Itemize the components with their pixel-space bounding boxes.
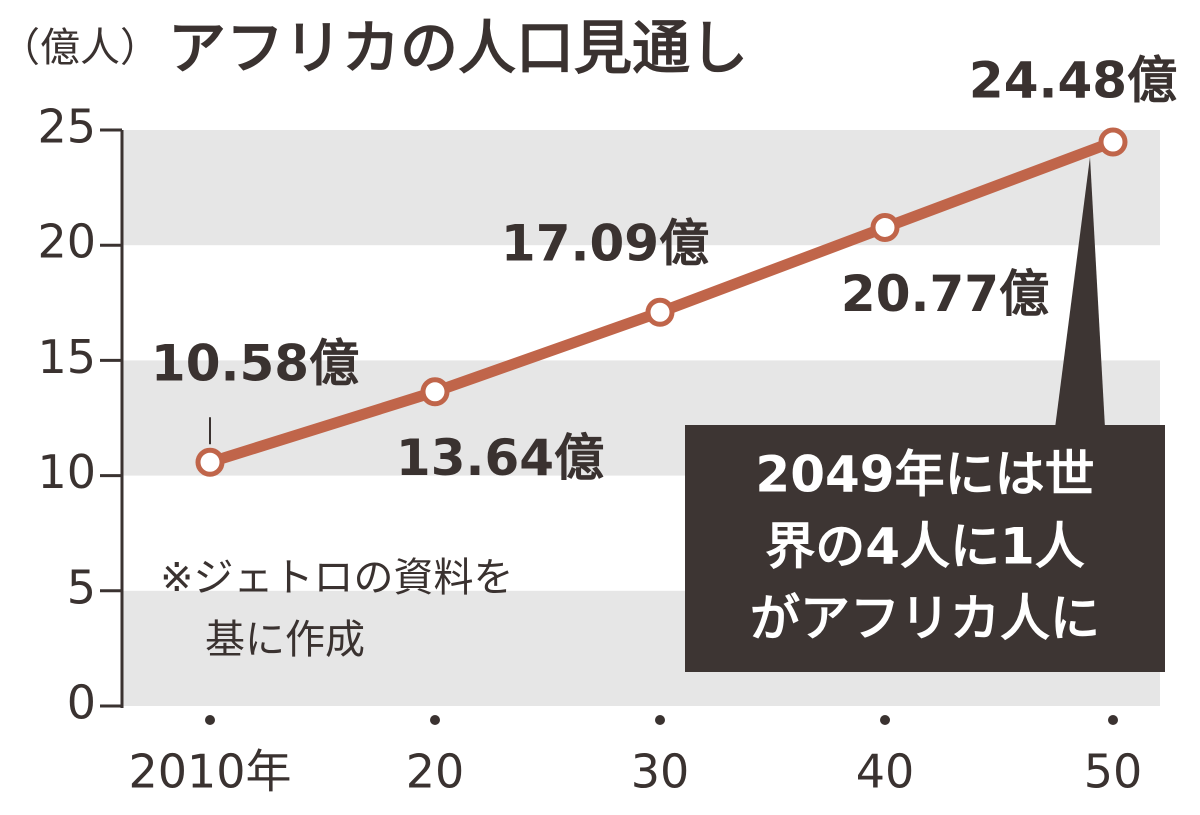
point — [1098, 127, 1128, 157]
y-tick-label: 10 — [37, 445, 96, 499]
y-tick-label: 25 — [37, 100, 96, 154]
callout-text: 界の4人に1人 — [765, 518, 1085, 576]
point — [645, 297, 675, 327]
value-label: 10.58億 — [151, 335, 359, 393]
note: ※ジェトロの資料を — [160, 555, 514, 601]
x-tick-dot — [655, 715, 665, 725]
x-tick-label: 30 — [631, 745, 690, 799]
callout-box — [685, 425, 1165, 672]
y-tick-label: 0 — [67, 676, 96, 730]
value-label: 17.09億 — [501, 215, 709, 273]
value-label: 13.64億 — [396, 429, 604, 487]
value-label: 24.48億 — [969, 51, 1177, 109]
point — [870, 212, 900, 242]
x-tick-label: 20 — [406, 745, 465, 799]
point — [420, 377, 450, 407]
y-tick-label: 5 — [67, 560, 96, 614]
note: 基に作成 — [205, 617, 365, 663]
x-tick-dot — [880, 715, 890, 725]
callout-pointer — [1055, 157, 1105, 428]
x-tick-dot — [1108, 715, 1118, 725]
point — [195, 447, 225, 477]
y-tick-label: 15 — [37, 330, 96, 384]
y-tick-label: 20 — [37, 215, 96, 269]
callout-text: 2049年には世 — [755, 446, 1094, 504]
x-tick-dot — [205, 715, 215, 725]
unit-label: （億人） — [0, 25, 160, 71]
value-label: 20.77億 — [841, 265, 1049, 323]
callout-text: がアフリカ人に — [750, 590, 1100, 648]
x-tick-label: 50 — [1084, 745, 1143, 799]
chart-title: アフリカの人口見通し — [168, 14, 748, 82]
x-tick-label: 2010年 — [128, 745, 291, 799]
x-tick-dot — [430, 715, 440, 725]
x-tick-label: 40 — [856, 745, 915, 799]
